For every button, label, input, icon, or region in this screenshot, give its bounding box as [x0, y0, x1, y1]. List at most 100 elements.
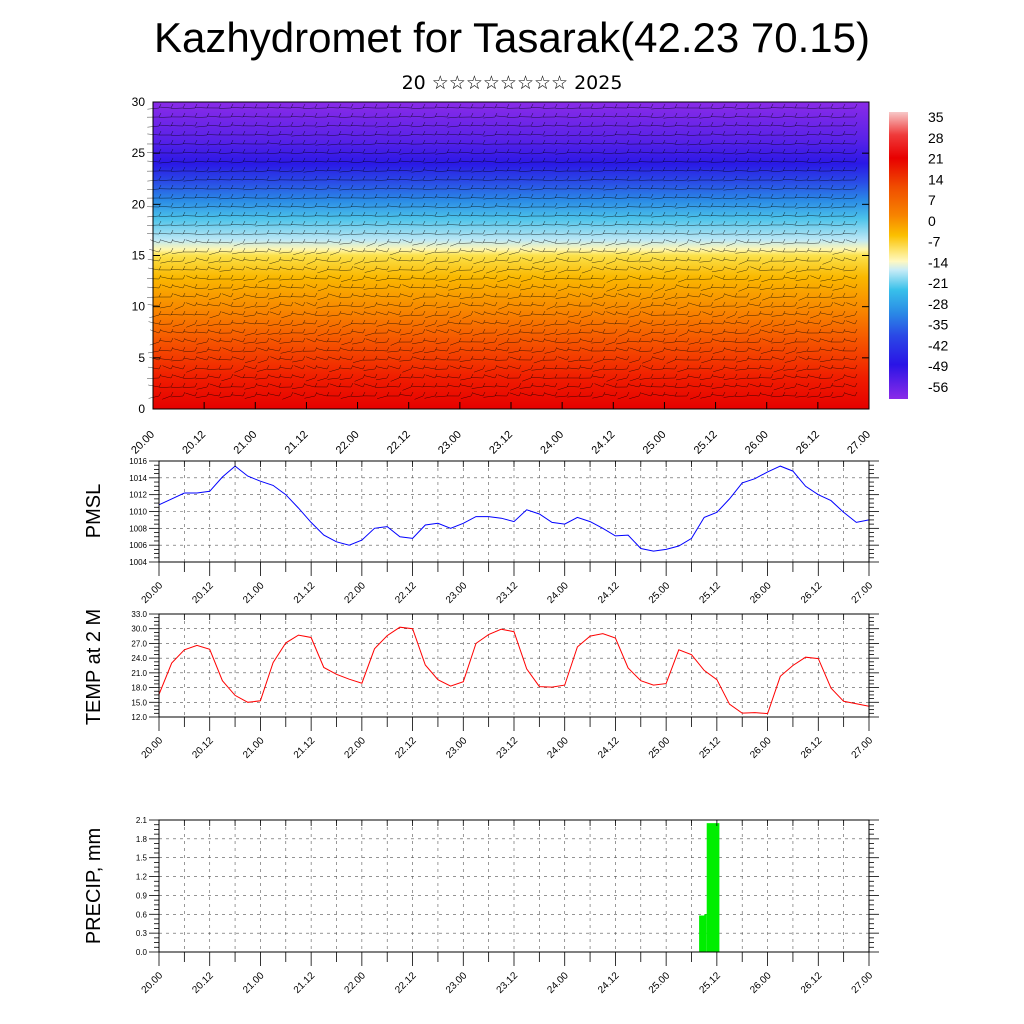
- wind-barb-flag: [554, 184, 558, 190]
- wind-barb-flag: [530, 175, 534, 181]
- wind-barb-flag: [422, 247, 426, 253]
- wind-barb: [831, 161, 844, 163]
- wind-barb: [771, 179, 784, 182]
- wind-barb: [316, 339, 328, 343]
- wind-barb-flag: [254, 193, 258, 199]
- wind-barb: [219, 269, 232, 272]
- wind-barb-flag: [518, 364, 522, 370]
- wind-barb-flag: [290, 319, 294, 325]
- section-x-tick-label: 24.12: [589, 429, 617, 457]
- wind-barb: [339, 377, 352, 380]
- wind-barb-flag: [710, 292, 714, 298]
- wind-barb-flag: [194, 229, 198, 235]
- wind-barb-flag: [794, 112, 798, 118]
- wind-barb-flag: [806, 238, 810, 244]
- wind-barb: [665, 239, 676, 244]
- wind-barb: [543, 367, 556, 370]
- x-tick-label: 21.12: [292, 735, 318, 761]
- wind-barb-flag: [530, 346, 534, 352]
- wind-barb-flag: [290, 130, 294, 136]
- wind-barb-flag: [278, 373, 282, 379]
- wind-barb-flag: [290, 337, 294, 343]
- wind-barb: [567, 242, 580, 245]
- wind-barb-flag: [578, 328, 582, 334]
- wind-barb: [749, 383, 760, 388]
- section-x-axis: 20.00 20.12 21.00 21.12 22.00 22.12 23.00 23.12…: [129, 402, 873, 457]
- wind-barb: [723, 278, 736, 280]
- wind-barb-flag: [194, 112, 198, 118]
- wind-barb-flag: [626, 157, 630, 163]
- wind-barb-flag: [218, 301, 222, 307]
- wind-barb-flag: [770, 202, 774, 208]
- wind-barb: [544, 393, 556, 397]
- wind-barb-flag: [434, 229, 438, 235]
- wind-barb: [387, 303, 400, 307]
- wind-barb: [759, 358, 772, 361]
- wind-barb: [327, 332, 340, 335]
- wind-barb-flag: [566, 184, 570, 190]
- wind-barb: [832, 287, 844, 291]
- wind-barb: [519, 134, 532, 136]
- wind-barb-flag: [242, 337, 246, 343]
- wind-barb-flag: [194, 391, 198, 397]
- wind-barb: [245, 359, 256, 363]
- wind-barb-flag: [638, 148, 642, 154]
- wind-barb-flag: [758, 355, 762, 361]
- wind-barb: [471, 250, 484, 253]
- wind-barb-flag: [578, 238, 582, 244]
- wind-barb: [435, 215, 448, 217]
- wind-barb: [425, 323, 436, 328]
- wind-barb-flag: [650, 157, 654, 163]
- wind-barb: [411, 286, 424, 289]
- wind-barb-flag: [806, 202, 810, 208]
- wind-barb: [519, 196, 532, 199]
- wind-barb: [483, 134, 496, 137]
- wind-barb: [591, 260, 604, 263]
- wind-barb-flag: [530, 238, 534, 244]
- wind-barb-flag: [182, 238, 186, 244]
- wind-barb-flag: [746, 292, 750, 298]
- wind-barb-flag: [350, 292, 354, 298]
- wind-barb-flag: [590, 220, 594, 226]
- section-x-tick-label: 21.12: [283, 429, 311, 457]
- wind-barb-flag: [794, 184, 798, 190]
- wind-barb-flag: [470, 310, 474, 316]
- wind-barb: [171, 206, 184, 209]
- wind-barb: [639, 197, 652, 199]
- wind-barb: [329, 323, 340, 328]
- x-tick-label: 20.12: [190, 580, 216, 606]
- wind-barb: [293, 251, 304, 256]
- wind-barb-flag: [734, 301, 738, 307]
- wind-barb-flag: [854, 346, 858, 352]
- wind-barb-flag: [326, 220, 330, 226]
- wind-barb: [735, 160, 748, 163]
- wind-barb: [195, 395, 208, 398]
- wind-barb: [726, 314, 736, 319]
- wind-barb: [306, 302, 316, 307]
- wind-barb: [483, 152, 496, 154]
- wind-barb-flag: [554, 112, 558, 118]
- wind-barb: [747, 214, 760, 217]
- wind-barb-flag: [218, 346, 222, 352]
- wind-barb-flag: [842, 130, 846, 136]
- wind-barb-flag: [506, 103, 510, 109]
- wind-barb-flag: [170, 148, 174, 154]
- wind-barb-flag: [206, 355, 210, 361]
- wind-barb: [807, 296, 820, 299]
- wind-barb: [567, 286, 580, 289]
- wind-barb: [783, 178, 796, 181]
- wind-barb: [603, 233, 616, 235]
- wind-barb: [471, 358, 484, 361]
- wind-barb-flag: [698, 391, 702, 397]
- wind-barb: [642, 359, 652, 364]
- wind-barb: [653, 257, 664, 262]
- wind-barb: [292, 258, 304, 262]
- wind-barb: [473, 269, 484, 274]
- wind-barb-flag: [602, 157, 606, 163]
- wind-barb: [531, 188, 544, 191]
- wind-barb: [688, 323, 700, 327]
- wind-barb: [255, 179, 268, 181]
- wind-barb-flag: [818, 148, 822, 154]
- wind-barb-flag: [818, 229, 822, 235]
- wind-barb-flag: [398, 364, 402, 370]
